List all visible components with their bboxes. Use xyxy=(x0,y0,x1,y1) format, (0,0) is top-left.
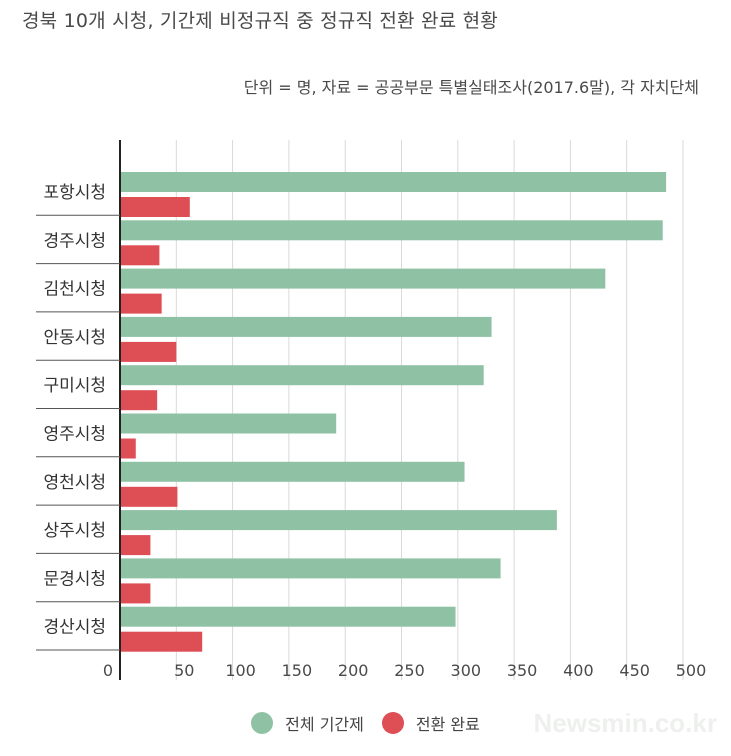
legend: 전체 기간제 전환 완료 xyxy=(0,711,731,735)
bar-converted xyxy=(121,197,190,217)
category-label: 상주시청 xyxy=(43,521,106,541)
legend-label-converted: 전환 완료 xyxy=(415,715,480,734)
legend-item-converted: 전환 완료 xyxy=(381,711,480,735)
bar-total xyxy=(121,316,492,337)
category-label: 영천시청 xyxy=(43,473,106,493)
x-tick-label: 250 xyxy=(394,661,425,680)
x-tick-label: 500 xyxy=(676,661,707,680)
bar-converted xyxy=(121,341,177,362)
bar-converted xyxy=(121,438,136,459)
category-label: 경산시청 xyxy=(43,618,106,638)
category-label: 경주시청 xyxy=(43,231,106,251)
bar-total xyxy=(121,220,663,241)
bar-total xyxy=(121,510,557,531)
x-tick-label: 150 xyxy=(282,661,313,680)
x-tick-label: 450 xyxy=(619,661,650,680)
chart-subtitle: 단위 = 명, 자료 = 공공부문 특별실태조사(2017.6말), 각 자치단… xyxy=(243,78,699,97)
x-tick-label: 400 xyxy=(563,661,594,680)
bar-converted xyxy=(121,293,162,314)
bar-converted xyxy=(121,583,151,604)
legend-swatch-total xyxy=(251,712,274,734)
bar-converted xyxy=(121,631,203,652)
bar-total xyxy=(121,558,501,579)
bar-converted xyxy=(121,390,158,411)
category-label: 영주시청 xyxy=(43,425,106,445)
x-tick-label: 50 xyxy=(174,661,194,680)
bar-total xyxy=(121,413,337,434)
bar-total xyxy=(121,461,465,482)
x-tick-label: 350 xyxy=(507,661,538,680)
bar-total xyxy=(121,606,456,627)
bar-chart: 0 50 100 150 200 250 300 350 400 450 500 포항시청경주시청김천… xyxy=(36,140,706,680)
category-label: 포항시청 xyxy=(43,183,106,203)
chart-title: 경북 10개 시청, 기간제 비정규직 중 정규직 전환 완료 현황 xyxy=(22,10,498,32)
x-tick-label: 300 xyxy=(451,661,482,680)
category-label: 김천시청 xyxy=(43,280,106,300)
x-tick-label: 0 xyxy=(103,661,113,680)
x-tick-label: 200 xyxy=(338,661,369,680)
category-label: 문경시청 xyxy=(43,569,106,589)
bars xyxy=(121,172,667,652)
watermark: Newsmin.co.kr xyxy=(533,708,717,738)
legend-swatch-converted xyxy=(381,712,404,734)
bar-total xyxy=(121,365,484,386)
bar-converted xyxy=(121,486,178,507)
bar-total xyxy=(121,172,667,192)
legend-label-total: 전체 기간제 xyxy=(285,715,364,734)
x-tick-label: 100 xyxy=(225,661,256,680)
bar-converted xyxy=(121,245,160,266)
axes: 0 50 100 150 200 250 300 350 400 450 500 포항시청경주시청김천… xyxy=(36,140,706,680)
category-label: 구미시청 xyxy=(43,376,106,396)
bar-converted xyxy=(121,535,151,556)
legend-item-total: 전체 기간제 xyxy=(251,711,364,735)
bar-total xyxy=(121,268,606,289)
category-label: 안동시청 xyxy=(43,328,106,348)
